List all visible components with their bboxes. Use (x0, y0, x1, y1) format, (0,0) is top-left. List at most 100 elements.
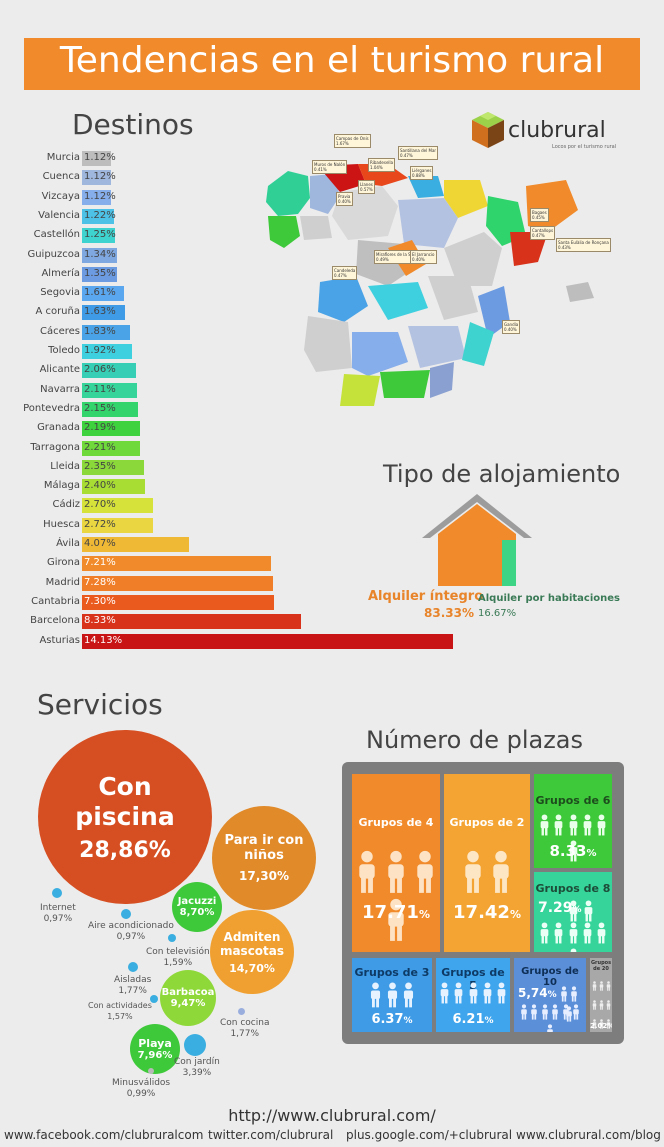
bar-label-15: Tarragona (30, 441, 80, 453)
map-label-3: Santillana del Mar 0.47% (398, 146, 439, 160)
person-icon (569, 840, 577, 862)
people-icons (534, 922, 612, 952)
person-icon (542, 1004, 548, 1020)
person-icon (570, 900, 578, 922)
cell-value: 7.29% (538, 900, 582, 916)
map-label-10: Miraflores de la Sierra 0.49% (374, 250, 422, 264)
bar-label-19: Huesca (43, 518, 80, 530)
bar-label-11: Alicante (39, 364, 80, 376)
person-icon (388, 850, 404, 893)
bar-value-6: 1.35% (84, 267, 116, 279)
bar-label-8: A coruña (35, 306, 80, 318)
cell-value: 6.21% (452, 1012, 494, 1027)
bubble-admiten-mascotas: Admiten mascotas 14,70% (210, 910, 294, 994)
bubble-barbacoa: Barbacoa 9,47% (160, 970, 216, 1026)
map-label-13: Gandía 0.40% (502, 320, 521, 334)
logo-tagline: Locos por el turismo rural (552, 144, 617, 150)
house-main-area (438, 504, 516, 586)
person-icon (569, 922, 577, 944)
person-icon (404, 982, 414, 1008)
cell-grupos-de-20: Grupos de 20 2.02% (590, 958, 612, 1032)
bar-20 (82, 537, 189, 552)
bar-value-10: 1.92% (84, 345, 116, 356)
map-label-5: Llanes 0.57% (358, 180, 375, 194)
bar-24 (82, 614, 301, 630)
bar-12 (82, 382, 138, 398)
label-minusvalidos: Minusválidos 0,99% (112, 1078, 171, 1099)
bar-8 (82, 305, 125, 321)
map-provinces (266, 164, 594, 406)
bar-label-22: Madrid (45, 576, 80, 588)
bar-label-21: Girona (46, 557, 80, 569)
house-icon (422, 494, 532, 586)
bar-value-24: 8.33% (84, 615, 116, 627)
person-icon (497, 982, 506, 1004)
person-icon (571, 986, 577, 1002)
label-con-television: Con televisión 1,59% (146, 947, 210, 968)
dot-minusvalidos (148, 1068, 154, 1074)
dot-aire-acondicionado (121, 909, 131, 919)
cell-grupos-de-3: Grupos de 3 6.37% (352, 958, 432, 1032)
bar-label-23: Cantabria (31, 595, 80, 607)
bar-25 (82, 633, 453, 649)
person-icon (592, 1000, 596, 1010)
bar-label-16: Lleida (50, 460, 80, 472)
footer-url[interactable]: http://www.clubrural.com/ (228, 1106, 436, 1125)
bar-6 (82, 266, 118, 282)
cell-grupos-de-8: Grupos de 8 7.29% (534, 872, 612, 952)
bar-label-0: Murcia (46, 152, 80, 163)
label-con-cocina: Con cocina 1,77% (220, 1018, 270, 1039)
clubrural-logo: clubrural Locos por el turismo rural (470, 110, 616, 154)
facebook-link[interactable]: www.facebook.com/clubruralcom (4, 1128, 204, 1142)
person-icon (552, 1004, 558, 1020)
bar-9 (82, 324, 131, 340)
cell-value: 17.42% (453, 902, 521, 923)
bar-label-2: Vizcaya (41, 190, 80, 202)
twitter-link[interactable]: twitter.com/clubrural (208, 1128, 334, 1142)
bar-label-17: Málaga (43, 480, 80, 492)
map-label-6: Pravia 0.40% (336, 192, 353, 206)
person-icon (540, 814, 549, 836)
bar-23 (82, 594, 274, 610)
map-label-2: Ribadesella 1.04% (368, 158, 396, 172)
people-icons (436, 982, 510, 1008)
map-label-8: Cantallops 0.47% (530, 226, 556, 240)
people-icons (514, 1004, 586, 1032)
bar-value-22: 7.28% (84, 576, 116, 588)
plazas-title: Número de plazas (366, 726, 584, 754)
person-icon (583, 814, 592, 836)
servicios-title: Servicios (37, 688, 163, 721)
person-icon (597, 814, 606, 836)
bar-value-9: 1.83% (84, 325, 116, 337)
cell-label: Grupos de 3 (354, 966, 430, 979)
title-banner: Tendencias en el turismo rural (24, 38, 640, 90)
cell-value: 2.02% (590, 1022, 612, 1030)
person-icon (569, 814, 577, 836)
bubble-name: Playa (138, 1037, 172, 1050)
bar-value-0: 1.12% (84, 152, 116, 163)
person-icon (606, 1000, 610, 1010)
person-icon (554, 814, 563, 836)
label-aire-acondicionado: Aire acondicionado 0,97% (88, 921, 174, 942)
bubble-value: 9,47% (170, 998, 206, 1009)
bar-label-14: Granada (37, 422, 80, 434)
blog-link[interactable]: www.clubrural.com/blog (516, 1128, 661, 1142)
map-label-4: Liérganes 0.88% (410, 166, 434, 180)
bar-label-1: Cuenca (42, 171, 80, 183)
logo-name: clubrural (508, 118, 606, 143)
bar-label-3: Valencia (38, 209, 80, 221)
bar-value-3: 1.22% (84, 209, 116, 221)
bar-value-11: 2.06% (84, 364, 116, 376)
bar-value-1: 1.12% (84, 171, 116, 183)
person-icon (388, 898, 404, 941)
bar-value-12: 2.11% (84, 383, 116, 395)
people-icons (534, 814, 612, 866)
bubble-con-piscina: Con piscina 28,86% (38, 730, 212, 904)
bubble-name: Jacuzzi (177, 896, 217, 907)
person-icon (416, 850, 433, 893)
bar-21 (82, 556, 272, 572)
gplus-link[interactable]: plus.google.com/+clubrural (346, 1128, 513, 1142)
bar-10 (82, 344, 133, 359)
bar-label-10: Toledo (48, 345, 80, 356)
bar-label-12: Navarra (40, 383, 80, 395)
